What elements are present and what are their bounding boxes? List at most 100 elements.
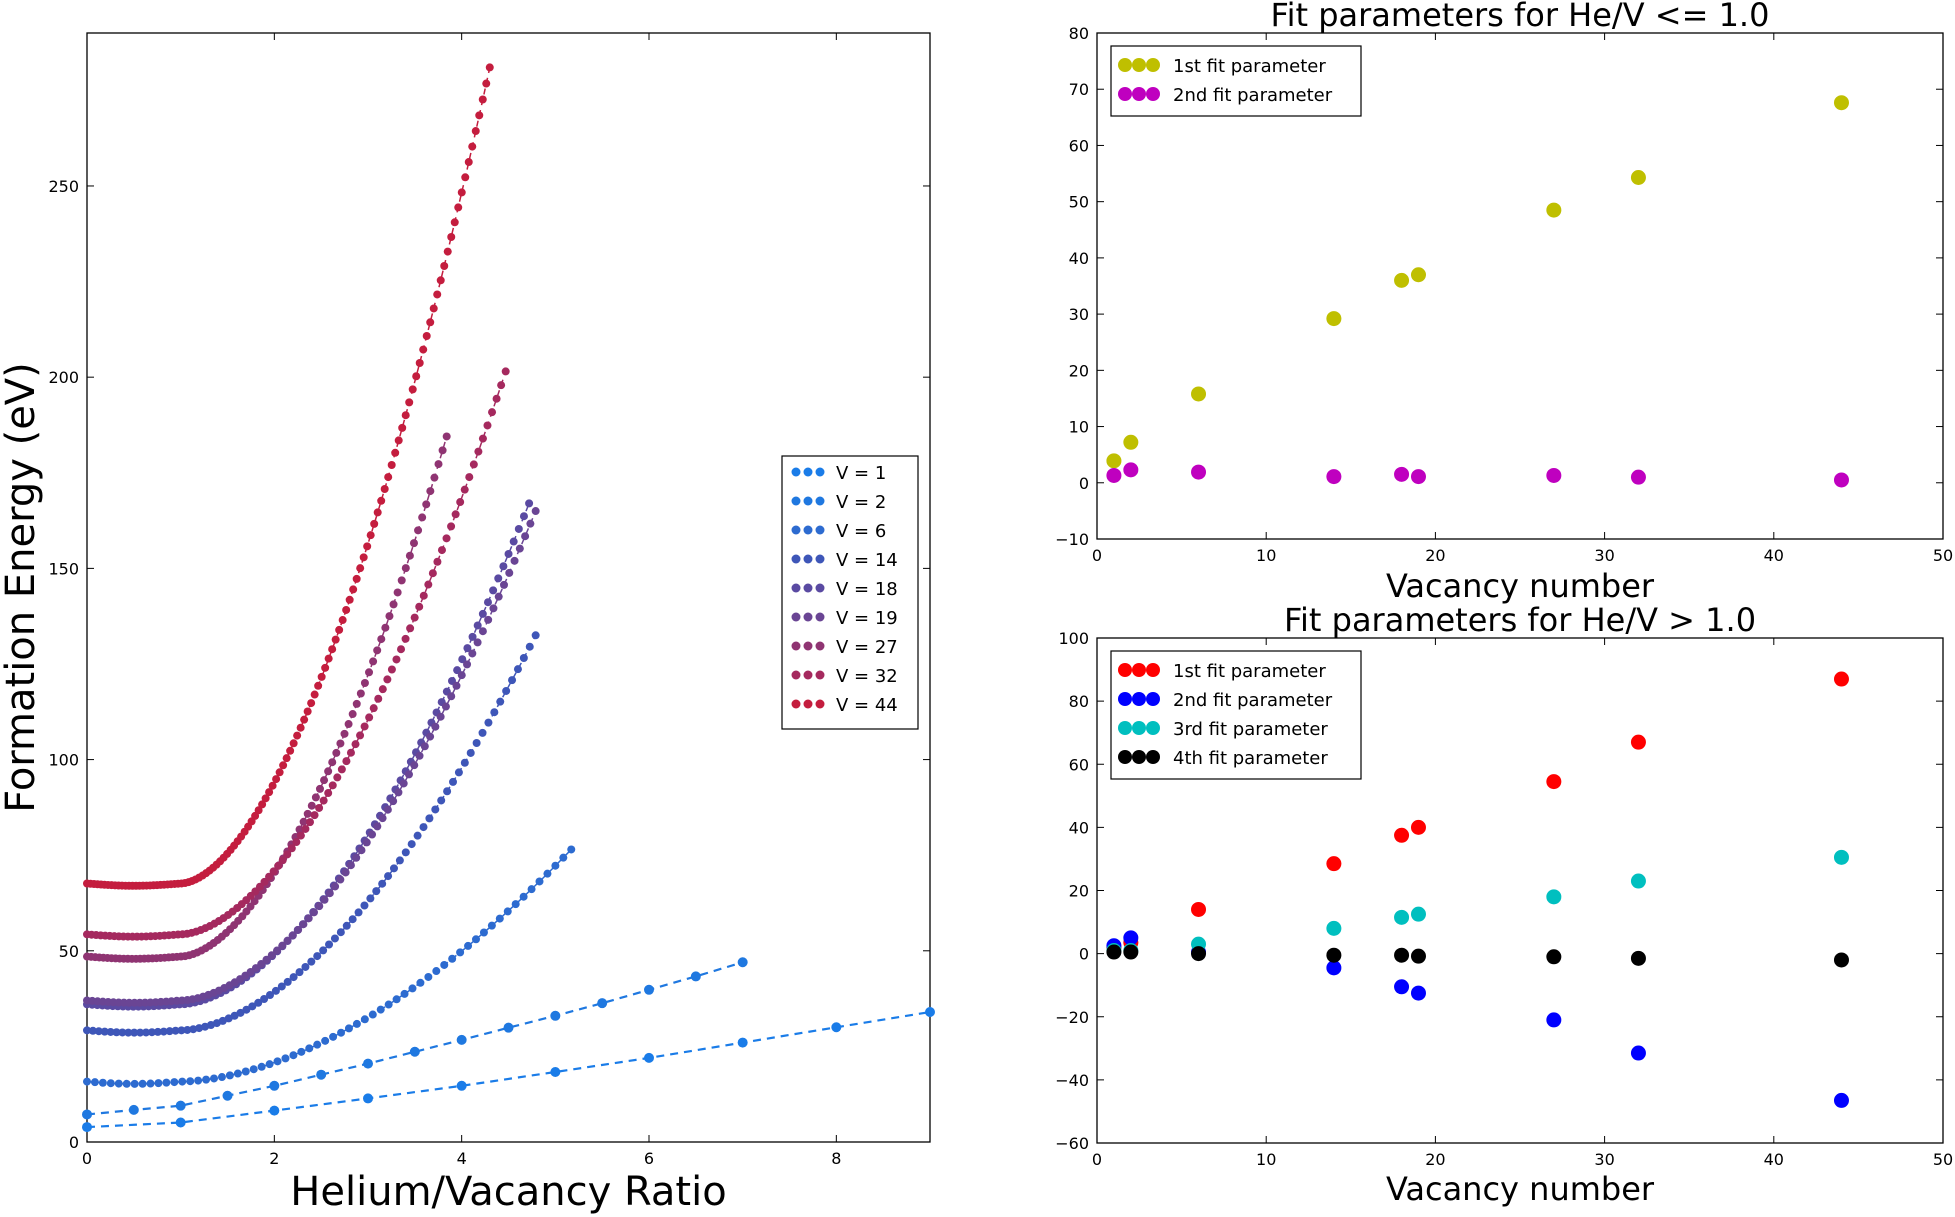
y-tick-label: 80 [1069, 692, 1089, 711]
data-point [271, 986, 280, 995]
data-point [1833, 952, 1849, 968]
data-point [112, 1028, 121, 1037]
data-point [447, 522, 456, 531]
data-point [424, 580, 433, 589]
data-point [266, 991, 275, 1000]
data-point [222, 1090, 233, 1101]
data-point [460, 758, 469, 767]
data-point [202, 1075, 211, 1084]
data-point [401, 564, 410, 573]
data-point [412, 372, 421, 381]
data-point [304, 914, 313, 923]
data-point [1833, 472, 1849, 488]
data-point [305, 818, 314, 827]
x-tick-label: 40 [1764, 1150, 1784, 1169]
data-point [294, 925, 303, 934]
legend-item: 2nd fit parameter [1118, 85, 1333, 106]
legend-marker [1146, 721, 1160, 735]
data-point [273, 1057, 282, 1066]
data-point [289, 739, 298, 748]
data-point [437, 796, 446, 805]
data-point [354, 908, 363, 917]
data-point [442, 432, 451, 441]
data-point [494, 574, 503, 583]
legend-item: V = 1 [791, 463, 886, 484]
data-point [260, 877, 269, 886]
data-point [324, 789, 333, 798]
data-point [526, 519, 535, 528]
data-point [269, 1105, 280, 1116]
data-point [509, 537, 518, 546]
x-tick-label: 20 [1425, 546, 1445, 565]
data-point [384, 1000, 393, 1009]
data-point [292, 838, 301, 847]
y-tick-label: 10 [1069, 418, 1089, 437]
data-point [337, 1028, 346, 1037]
data-point [233, 1069, 242, 1078]
legend-marker [803, 525, 813, 535]
data-point [1410, 469, 1426, 485]
data-point [502, 686, 511, 695]
x-tick-label: 0 [1092, 1150, 1102, 1169]
data-point [457, 671, 466, 680]
data-point [295, 825, 304, 834]
data-point [170, 1078, 179, 1087]
data-point [357, 846, 366, 855]
legend: 1st fit parameter 2nd fit parameter 3rd fi… [1110, 650, 1362, 780]
data-point [384, 473, 393, 482]
data-point [345, 595, 354, 604]
legend-item: V = 2 [791, 492, 886, 513]
legend-item: V = 18 [791, 579, 898, 600]
data-point [281, 1054, 290, 1063]
data-point [484, 615, 493, 624]
data-point [359, 553, 368, 562]
data-point [1326, 960, 1342, 976]
legend-frame [1110, 45, 1362, 117]
data-point [468, 649, 477, 658]
series-1 [1106, 95, 1849, 469]
data-point [297, 1047, 306, 1056]
data-point [1833, 849, 1849, 865]
data-point [277, 982, 286, 991]
data-point [420, 742, 429, 751]
data-point [1410, 906, 1426, 922]
data-point [183, 1025, 192, 1034]
data-point [383, 675, 392, 684]
data-point [265, 872, 274, 881]
data-point [463, 660, 472, 669]
legend-marker [815, 612, 825, 622]
legend-marker [791, 525, 801, 535]
data-point [374, 694, 383, 703]
data-point [454, 203, 463, 212]
data-point [305, 1044, 314, 1053]
data-point [1630, 169, 1646, 185]
x-tick-label: 2 [269, 1149, 279, 1168]
data-point [316, 1069, 327, 1080]
data-point [397, 645, 406, 654]
legend-marker [1118, 721, 1132, 735]
data-point [90, 1078, 99, 1087]
data-point [457, 188, 466, 197]
data-point [283, 850, 292, 859]
data-point [175, 1100, 186, 1111]
data-point [328, 645, 337, 654]
data-point [447, 233, 456, 242]
data-point [309, 908, 318, 917]
data-point [313, 952, 322, 961]
series-v14 [83, 631, 540, 1037]
x-tick-label: 40 [1764, 546, 1784, 565]
data-point [466, 748, 475, 757]
series-v44 [83, 63, 494, 890]
data-point [320, 895, 329, 904]
x-tick-label: 50 [1933, 546, 1953, 565]
data-point [1546, 949, 1562, 965]
data-point [378, 879, 387, 888]
data-point [1546, 1012, 1562, 1028]
data-point [288, 931, 297, 940]
data-point [519, 512, 528, 521]
data-point [289, 973, 298, 982]
data-point [356, 731, 365, 740]
data-point [1630, 1045, 1646, 1061]
data-point [303, 707, 312, 716]
